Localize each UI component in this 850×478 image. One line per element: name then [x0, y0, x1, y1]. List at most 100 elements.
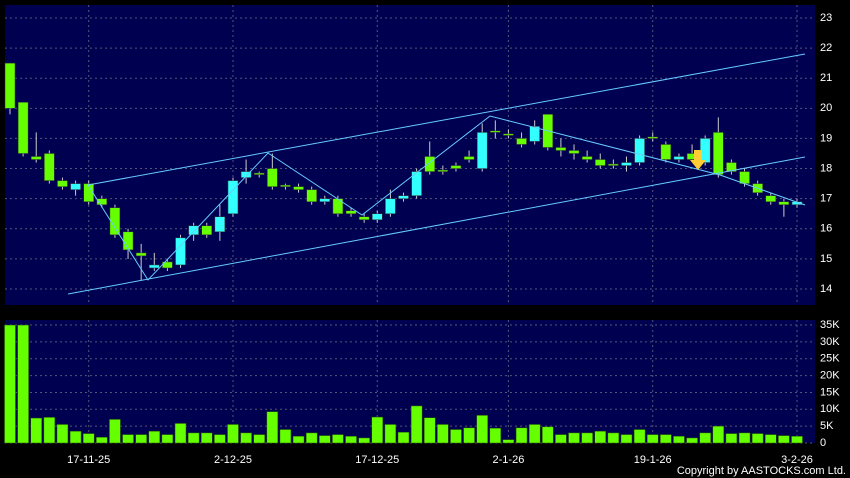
- volume-bar: [725, 433, 738, 444]
- x-tick-label: 2-12-25: [214, 454, 252, 466]
- candle-body: [293, 186, 304, 190]
- volume-bar: [279, 429, 292, 444]
- volume-bar: [751, 433, 764, 444]
- candle-body: [503, 133, 514, 136]
- y2-tick-label: 30K: [820, 336, 840, 348]
- y2-tick-label: 10K: [820, 403, 840, 415]
- volume-bar: [187, 432, 200, 444]
- candle-body: [227, 180, 239, 214]
- candle-body: [267, 168, 278, 187]
- volume-bar: [69, 430, 82, 444]
- y-tick-label: 14: [820, 283, 832, 295]
- candle-body: [437, 169, 449, 172]
- candle-body: [568, 150, 580, 154]
- candle-body: [201, 225, 212, 236]
- volume-bar: [17, 324, 29, 444]
- candle-body: [660, 144, 672, 160]
- candle-body: [555, 147, 567, 151]
- candle-body: [96, 198, 108, 205]
- volume-bar: [528, 424, 541, 444]
- volume-bar: [319, 435, 331, 444]
- y-tick-label: 21: [820, 72, 832, 84]
- copyright: Copyright by AASTOCKS.com Ltd.: [677, 465, 846, 477]
- volume-bar: [594, 430, 606, 444]
- volume-bar: [332, 434, 344, 444]
- candle-body: [240, 171, 252, 178]
- candle-body: [726, 162, 737, 172]
- volume-bar: [410, 405, 423, 444]
- volume-bar: [450, 429, 462, 444]
- volume-bar: [542, 426, 554, 444]
- arrow-down: [690, 150, 706, 170]
- volume-bar: [253, 434, 265, 444]
- candle-body: [122, 231, 134, 251]
- x-tick-label: 17-11-25: [67, 454, 110, 466]
- candle-body: [253, 172, 265, 175]
- volume-panel: [5, 320, 815, 443]
- volume-bar: [463, 427, 475, 444]
- marks: [4, 62, 803, 444]
- channel-upper: [87, 53, 806, 186]
- candle-body: [83, 183, 94, 202]
- volume-bar: [660, 434, 672, 444]
- volume-bar: [56, 424, 69, 444]
- volume-bar: [568, 432, 580, 444]
- volume-bar: [489, 427, 502, 444]
- volume-bar: [712, 425, 725, 444]
- candle-body: [634, 138, 645, 163]
- volume-bar: [96, 437, 108, 444]
- x-tick-label: 19-1-26: [634, 454, 672, 466]
- volume-bar: [502, 439, 515, 444]
- y-tick-label: 19: [820, 132, 832, 144]
- candle-body: [673, 156, 685, 160]
- volume-bar: [148, 430, 161, 444]
- candle-body: [44, 153, 55, 181]
- channel-lower: [67, 156, 806, 295]
- volume-bar: [765, 434, 777, 444]
- y-tick-label: 15: [820, 253, 832, 265]
- candle-body: [372, 213, 383, 221]
- volume-bar: [201, 432, 213, 444]
- volume-bar: [699, 432, 711, 444]
- candle-body: [70, 183, 81, 190]
- volume-bar: [607, 432, 620, 444]
- candle-body: [345, 210, 357, 214]
- volume-bar: [371, 416, 384, 444]
- volume-bar: [30, 417, 42, 444]
- candle-body: [529, 126, 540, 142]
- x-tick-label: 17-12-25: [355, 454, 399, 466]
- volume-bar: [476, 415, 488, 444]
- candle-body: [765, 195, 777, 202]
- volume-bar: [240, 432, 252, 444]
- candle-body: [385, 198, 396, 214]
- candle-body: [135, 252, 147, 257]
- volume-bar: [135, 434, 147, 444]
- candle-body: [647, 136, 658, 139]
- volume-bar: [266, 411, 279, 444]
- y2-tick-label: 5K: [820, 420, 834, 432]
- volume-bar: [305, 432, 318, 444]
- volume-bar: [397, 431, 410, 444]
- candle-body: [713, 132, 724, 175]
- candle-body: [595, 159, 606, 166]
- candle-body: [476, 132, 488, 169]
- volume-bar: [82, 433, 95, 444]
- volume-bar: [791, 436, 803, 444]
- volume-bar: [43, 417, 56, 444]
- y-tick-label: 22: [820, 42, 832, 54]
- y2-tick-label: 20K: [820, 370, 840, 382]
- volume-bar: [620, 434, 633, 444]
- candle-body: [306, 189, 317, 202]
- candle-body: [319, 198, 331, 202]
- y2-tick-label: 0: [820, 437, 826, 449]
- volume-bar: [161, 434, 174, 444]
- candle-body: [149, 264, 160, 269]
- volume-bar: [345, 436, 357, 444]
- candle-body: [4, 62, 16, 109]
- candle-body: [398, 195, 409, 199]
- volume-bar: [214, 434, 226, 444]
- candle-body: [411, 171, 422, 196]
- volume-bar: [686, 437, 698, 444]
- candle-body: [30, 156, 42, 160]
